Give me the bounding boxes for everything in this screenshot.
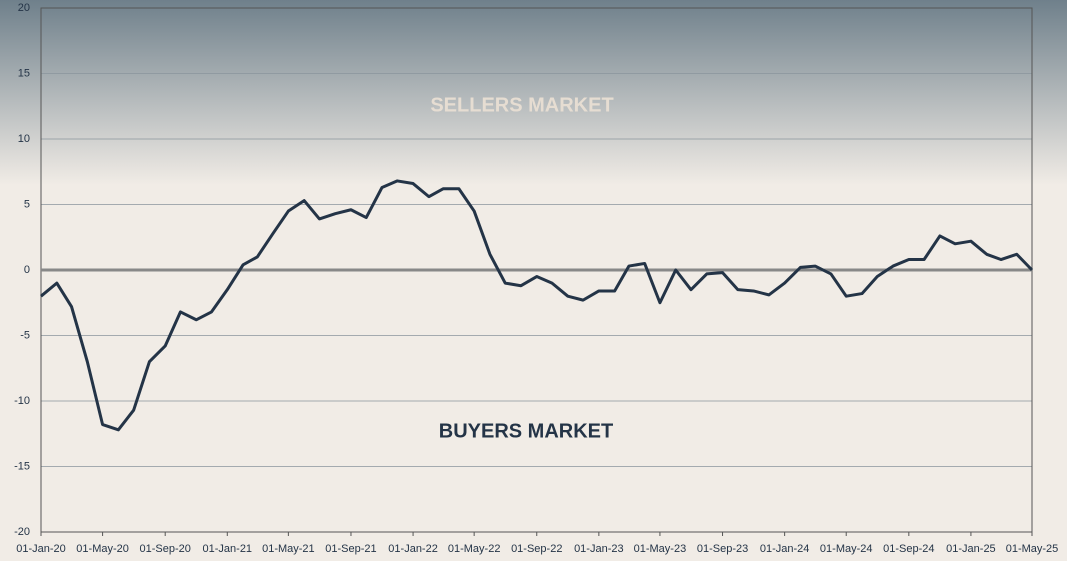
y-tick-label: 15 bbox=[18, 67, 30, 79]
x-tick-label: 01-Sep-21 bbox=[325, 543, 376, 555]
x-tick-label: 01-Jan-23 bbox=[574, 543, 624, 555]
annotation: BUYERS MARKET bbox=[439, 420, 613, 442]
data-line bbox=[40, 179, 1034, 432]
x-tick-label: 01-Jan-25 bbox=[946, 543, 996, 555]
x-tick-label: 01-May-20 bbox=[76, 543, 129, 555]
x-tick-label: 01-Sep-22 bbox=[511, 543, 562, 555]
x-tick-label: 01-May-24 bbox=[820, 543, 873, 555]
x-tick-label: 01-Jan-24 bbox=[760, 543, 810, 555]
x-tick-label: 01-Sep-23 bbox=[697, 543, 748, 555]
x-tick-label: 01-May-25 bbox=[1006, 543, 1059, 555]
y-tick-label: 0 bbox=[24, 264, 30, 276]
x-tick-label: 01-Jan-21 bbox=[203, 543, 253, 555]
y-tick-label: 20 bbox=[18, 2, 30, 14]
y-tick-label: -10 bbox=[14, 395, 30, 407]
x-tick-label: 01-May-23 bbox=[634, 543, 687, 555]
x-tick-label: 01-Jan-22 bbox=[388, 543, 438, 555]
x-tick-label: 01-May-22 bbox=[448, 543, 501, 555]
y-tick-label: 10 bbox=[18, 133, 30, 145]
x-tick-label: 01-Sep-20 bbox=[140, 543, 191, 555]
x-tick-label: 01-Jan-20 bbox=[16, 543, 66, 555]
x-tick-label: 01-Sep-24 bbox=[883, 543, 934, 555]
annotation: SELLERS MARKET bbox=[430, 94, 613, 116]
y-tick-label: -5 bbox=[20, 329, 30, 341]
x-tick-label: 01-May-21 bbox=[262, 543, 315, 555]
y-tick-label: -20 bbox=[14, 526, 30, 538]
y-tick-label: -15 bbox=[14, 460, 30, 472]
y-tick-label: 5 bbox=[24, 198, 30, 210]
